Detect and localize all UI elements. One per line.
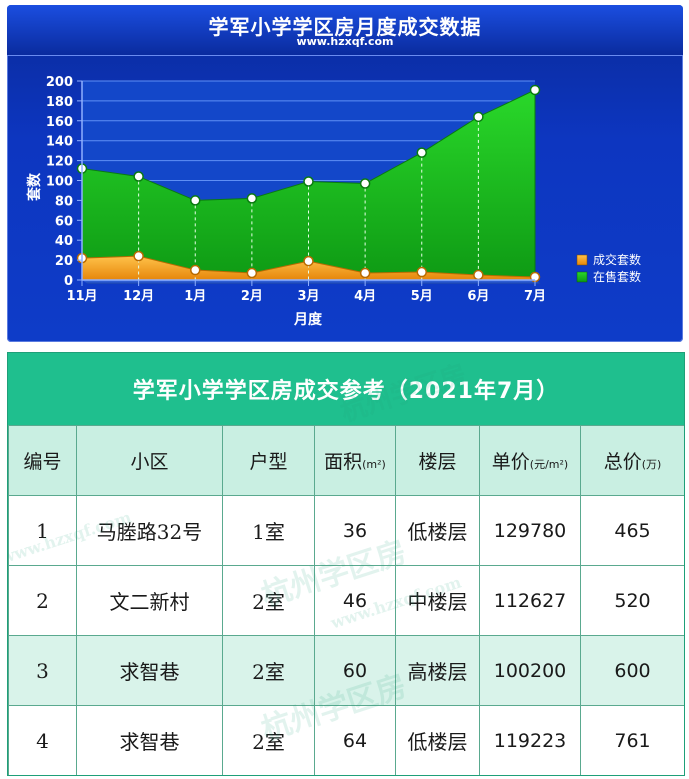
table-header-row: 编号 小区 户型 面积(m²) 楼层 单价(元/m²) 总价(万) [8,425,684,496]
point-deals [246,267,258,279]
legend-swatch-listings [576,271,588,283]
point-deals [133,250,144,262]
legend-label-listings: 在售套数 [593,269,641,284]
cell-id: 4 [8,705,77,775]
chart-title: 学军小学学区房月度成交数据 [208,15,482,39]
y-tick-label: 80 [55,194,73,209]
x-tick-label: 12月 [123,289,154,304]
area-layer [76,84,541,283]
deals-table: 编号 小区 户型 面积(m²) 楼层 单价(元/m²) 总价(万) 1 马塍路3… [8,425,684,775]
table-row: 1 马塍路32号 1室 36 低楼层 129780 465 [8,495,684,566]
point-deals [359,267,371,279]
point-listings [416,147,427,158]
chart-svg: 0 20 40 60 80 100 120 140 160 180 200 11月 12月 1月 2月 3月 4… [26,75,641,328]
x-tick-label: 4月 [354,289,376,304]
header-cell: 楼层 [395,425,480,496]
legend: 成交套数 在售套数 [576,252,641,284]
header-cell: 单价(元/m²) [479,425,581,496]
cell-id: 3 [8,635,77,706]
header-cell: 小区 [76,425,223,496]
cell-area: 64 [314,705,396,775]
y-tick-label: 20 [55,254,73,269]
chart-floor [82,280,541,284]
y-tick-label: 140 [46,135,73,150]
cell-community: 求智巷 [76,635,223,706]
cell-layout: 1室 [222,495,315,566]
cell-total-price: 465 [580,495,684,566]
y-tick-label: 180 [46,95,73,110]
table-row: 4 求智巷 2室 64 低楼层 119223 761 [8,705,684,775]
cell-community: 求智巷 [76,705,223,775]
cell-floor: 高楼层 [395,635,480,706]
point-listings [359,178,371,189]
point-deals [416,266,427,278]
point-deals [303,255,314,267]
y-tick-label: 200 [46,75,73,90]
point-listings [473,111,484,123]
header-cell: 编号 [8,425,77,496]
cell-total-price: 520 [580,565,684,636]
cell-area: 36 [314,495,396,566]
x-tick-label: 5月 [411,289,433,304]
point-listings [529,84,541,96]
cell-community: 文二新村 [76,565,223,636]
cell-layout: 2室 [222,705,315,775]
point-listings [246,193,258,204]
table-row: 3 求智巷 2室 60 高楼层 100200 600 [8,635,684,706]
table-row: 2 文二新村 2室 46 中楼层 112627 520 [8,565,684,636]
cell-unit-price: 100200 [479,635,581,706]
table-title: 学军小学学区房成交参考（2021年7月） [132,379,560,404]
cell-community: 马塍路32号 [76,495,223,566]
legend-swatch-deals [576,254,588,266]
y-tick-label: 120 [46,155,73,170]
y-axis-title: 套数 [26,172,43,201]
header-cell: 户型 [222,425,315,496]
y-tick-label: 60 [55,214,73,229]
table-title-bar: 学军小学学区房成交参考（2021年7月） [8,353,684,425]
header-cell: 总价(万) [580,425,684,496]
cell-unit-price: 119223 [479,705,581,775]
point-listings [190,195,201,206]
cell-floor: 中楼层 [395,565,480,636]
y-tick-label: 100 [46,175,73,190]
x-tick-label: 11月 [66,289,97,304]
chart-site-url: www.hzxqf.com [296,35,394,48]
point-deals [473,269,484,281]
cell-unit-price: 112627 [479,565,581,636]
cell-unit-price: 129780 [479,495,581,566]
x-tick-label: 6月 [467,289,489,304]
y-tick-label: 40 [55,234,73,249]
cell-area: 46 [314,565,396,636]
axis-layer: 0 20 40 60 80 100 120 140 160 180 200 11月 12月 1月 2月 3月 4… [46,75,546,304]
cell-layout: 2室 [222,565,315,636]
cell-id: 1 [8,495,77,566]
point-deals [190,264,201,276]
x-tick-label: 3月 [297,289,319,304]
chart-panel: 学军小学学区房月度成交数据 www.hzxqf.com 0 20 40 60 80 100… [7,5,683,342]
cell-total-price: 761 [580,705,684,775]
header-cell: 面积(m²) [314,425,396,496]
cell-floor: 低楼层 [395,495,480,566]
point-listings [133,171,144,182]
cell-layout: 2室 [222,635,315,706]
legend-label-deals: 成交套数 [593,252,641,267]
x-tick-label: 7月 [524,289,546,304]
y-tick-label: 0 [64,274,73,289]
cell-id: 2 [8,565,77,636]
x-tick-label: 1月 [184,289,206,304]
cell-total-price: 600 [580,635,684,706]
x-tick-label: 2月 [241,289,263,304]
cell-floor: 低楼层 [395,705,480,775]
y-tick-label: 160 [46,115,73,130]
cell-area: 60 [314,635,396,706]
chart-header: 学军小学学区房月度成交数据 www.hzxqf.com [7,5,683,56]
x-axis-title: 月度 [293,311,323,328]
deals-table-panel: 学军小学学区房成交参考（2021年7月） 编号 小区 户型 面积(m²) 楼层 … [7,352,685,776]
point-listings [303,176,314,187]
